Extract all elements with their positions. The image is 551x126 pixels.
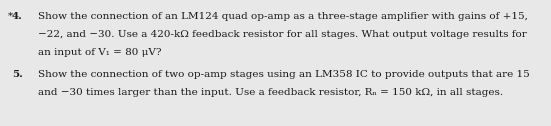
Text: and −30 times larger than the input. Use a feedback resistor, Rₙ = 150 kΩ, in al: and −30 times larger than the input. Use… — [38, 88, 503, 97]
Text: Show the connection of two op-amp stages using an LM358 IC to provide outputs th: Show the connection of two op-amp stages… — [38, 70, 530, 79]
Text: 5.: 5. — [12, 70, 23, 79]
Text: *: * — [8, 12, 13, 21]
Text: Show the connection of an LM124 quad op-amp as a three-stage amplifier with gain: Show the connection of an LM124 quad op-… — [38, 12, 528, 21]
Text: an input of V₁ = 80 μV?: an input of V₁ = 80 μV? — [38, 48, 161, 57]
Text: −22, and −30. Use a 420-kΩ feedback resistor for all stages. What output voltage: −22, and −30. Use a 420-kΩ feedback resi… — [38, 30, 527, 39]
Text: 4.: 4. — [12, 12, 23, 21]
